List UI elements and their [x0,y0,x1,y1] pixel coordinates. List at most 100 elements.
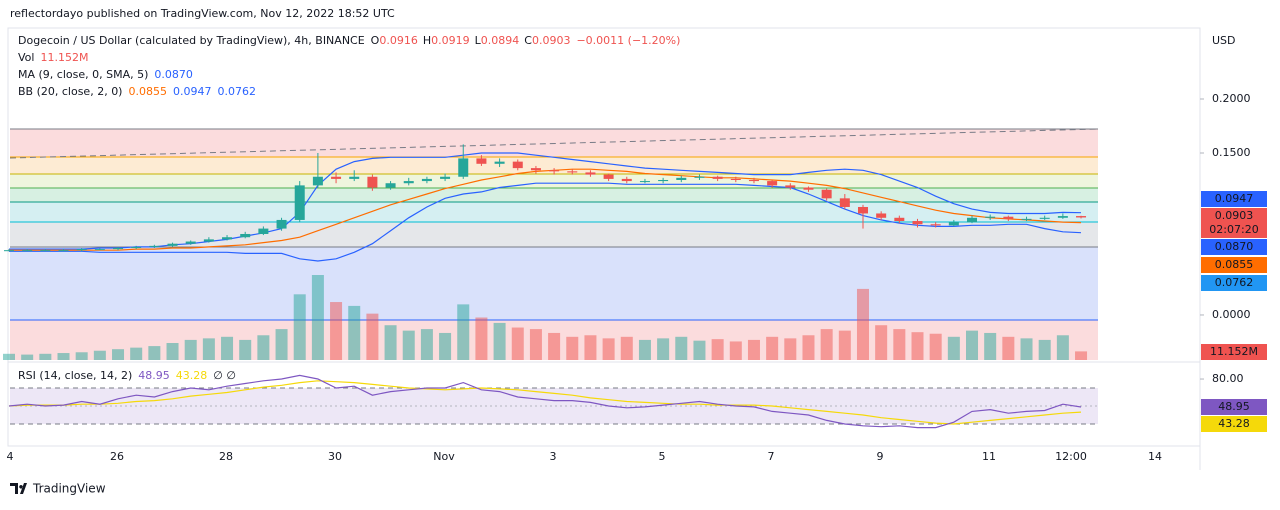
bb-lower-badge-bg [1201,275,1267,291]
volume-bar [566,336,579,360]
volume-bar [584,335,597,360]
change: −0.0011 (−1.20%) [576,34,680,47]
candle-body [967,217,978,223]
volume-bar [166,343,179,360]
volume-bar [493,322,506,360]
vol-label: Vol [18,51,34,64]
rsi-ma-value: 43.28 [176,369,208,382]
volume-bar [366,313,379,360]
candle-body [512,161,523,169]
bb-value: 0.0855 [128,85,167,98]
bb-value: 0.0947 [173,85,212,98]
ohlc-value: 0.0919 [431,34,470,47]
candle-body [58,250,69,252]
candle-body [730,178,741,180]
bb-basis-badge: 0.0855 [1215,258,1254,271]
candle-body [276,219,287,229]
volume-bar [929,333,942,360]
zone [10,202,1098,222]
volume-bar [693,340,706,360]
bb-upper-badge-bg [1201,191,1267,207]
candle-body [748,179,759,182]
last-price-bg [1201,208,1267,238]
volume-bar [838,330,851,360]
x-tick-label: 9 [877,450,884,463]
candle-body [403,181,414,184]
volume-bar [802,335,815,360]
candle-body [258,228,269,234]
candle-body [22,250,33,252]
volume-bar [1056,335,1069,360]
rsi-ma-badge: 43.28 [1218,417,1250,430]
candle-body [1021,218,1032,220]
candle-body [421,178,432,182]
legend-bb: BB (20, close, 2, 0) 0.0855 0.0947 0.0762 [18,85,256,98]
candle-body [294,185,305,220]
x-tick-label: 11 [982,450,996,463]
x-tick-label: 28 [219,450,233,463]
candle-body [167,243,178,246]
candle-body [458,158,469,177]
vol-value: 11.152M [40,51,88,64]
y-tick-label: 0.2000 [1212,92,1251,105]
rsi-tick-label: 80.00 [1212,372,1244,385]
candle-body [876,213,887,218]
volume-bar [657,338,670,360]
ohlc-key: C [524,34,532,47]
last-price: 0.0903 [1215,209,1254,222]
volume-bar [766,336,779,360]
volume-bar [729,341,742,360]
x-tick-label: 26 [110,450,124,463]
candle-body [585,172,596,175]
candle-body [785,185,796,188]
rsi-badge-bg [1201,399,1267,415]
volume-bar [439,332,452,360]
candle-body [912,221,923,225]
volume-bar [511,327,524,360]
candle-body [803,187,814,190]
candle-body [94,249,105,251]
footer-logo: TradingView [10,482,106,496]
legend-symbol-row: Dogecoin / US Dollar (calculated by Trad… [18,34,680,47]
volume-bar [638,339,651,360]
volume-bar [402,330,415,360]
symbol: Dogecoin / US Dollar (calculated by Trad… [18,34,365,47]
ma-badge-bg [1201,239,1267,255]
rsi-badge: 48.95 [1218,400,1250,413]
candle-body [149,245,160,247]
candle-body [4,250,14,252]
ohlc-value: 0.0894 [481,34,520,47]
volume-bar [966,330,979,360]
ohlc-key: O [371,34,380,47]
candle-body [712,176,723,179]
candle-body [694,176,705,178]
bb-upper [9,152,1082,250]
rsi-line [8,374,1082,429]
volume-bar [784,338,797,360]
candle-body [240,233,251,238]
volume-bar [1002,336,1015,360]
volume-bar [130,347,143,360]
volume-bar [202,338,215,360]
x-tick-label: 14 [1148,450,1162,463]
volume-bar [3,353,15,360]
volume-bar [475,317,488,360]
candle-body [948,222,959,226]
candle-body [476,158,487,164]
ohlc-value: 0.0903 [532,34,571,47]
ma-label: MA (9, close, 0, SMA, 5) [18,68,148,81]
volume-bar [75,352,88,360]
bb-upper-badge: 0.0947 [1215,192,1254,205]
x-tick-label: 7 [768,450,775,463]
volume-bar [21,354,34,360]
ohlc-key: L [475,34,482,47]
volume-bar [221,336,234,360]
rsi-ma-line [8,380,1082,425]
candle-body [312,176,323,186]
candle-body [385,183,396,188]
candle-body [658,179,669,182]
y-tick-label: 0.1500 [1212,146,1251,159]
volume-bar [457,304,470,360]
volume-bar [257,335,270,360]
